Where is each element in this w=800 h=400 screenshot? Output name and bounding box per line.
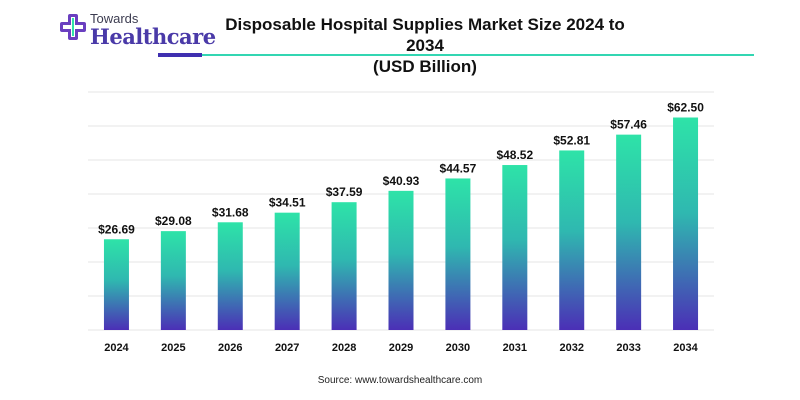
data-label-2029: $40.93 [383,174,420,188]
x-tick-2031: 2031 [503,342,527,354]
data-label-2030: $44.57 [440,161,477,175]
bar-2031 [502,165,528,330]
bar-2027 [274,212,300,330]
x-tick-2033: 2033 [616,342,640,354]
bar-2034 [673,117,699,330]
bar-2030 [445,178,471,330]
x-tick-2024: 2024 [104,342,129,354]
data-label-2031: $48.52 [496,148,533,162]
chart-title-line2: (USD Billion) [373,57,477,76]
data-label-2027: $34.51 [269,196,306,210]
data-label-2026: $31.68 [212,205,249,219]
chart-title: Disposable Hospital Supplies Market Size… [210,14,640,77]
x-tick-2034: 2034 [673,342,698,354]
bar-2026 [217,222,243,330]
brand-name-top: Towards [90,11,139,26]
bars [103,117,699,330]
data-label-2024: $26.69 [98,222,135,236]
x-tick-2029: 2029 [389,342,413,354]
data-label-2025: $29.08 [155,214,192,228]
x-tick-2027: 2027 [275,342,299,354]
x-tick-2025: 2025 [161,342,185,354]
bar-2028 [331,202,357,330]
title-underline [202,54,754,56]
bar-2024 [103,239,129,330]
data-label-2028: $37.59 [326,185,363,199]
x-tick-2030: 2030 [446,342,470,354]
x-tick-2026: 2026 [218,342,242,354]
data-label-2033: $57.46 [610,118,647,132]
source-note: Source: www.towardshealthcare.com [317,375,483,386]
bar-2033 [616,134,642,330]
title-underline-accent [158,53,202,57]
data-label-2034: $62.50 [667,101,704,115]
x-tick-2032: 2032 [559,342,583,354]
brand-logo: Towards Healthcare [58,10,216,50]
bar-2029 [388,190,414,330]
x-tick-2028: 2028 [332,342,356,354]
medical-cross-icon [60,14,86,40]
data-label-2032: $52.81 [553,133,590,147]
x-axis-ticks: 2024 2025 2026 2027 2028 2029 2030 2031 2032 2033… [104,342,698,354]
brand-name-bottom: Healthcare [90,24,216,49]
chart-title-line1: Disposable Hospital Supplies Market Size… [225,15,625,55]
data-labels: $26.69 $29.08 $31.68 $34.51 $37.59 $40.93 $44.… [98,101,704,237]
bar-2025 [160,231,186,330]
bar-2032 [559,150,585,330]
